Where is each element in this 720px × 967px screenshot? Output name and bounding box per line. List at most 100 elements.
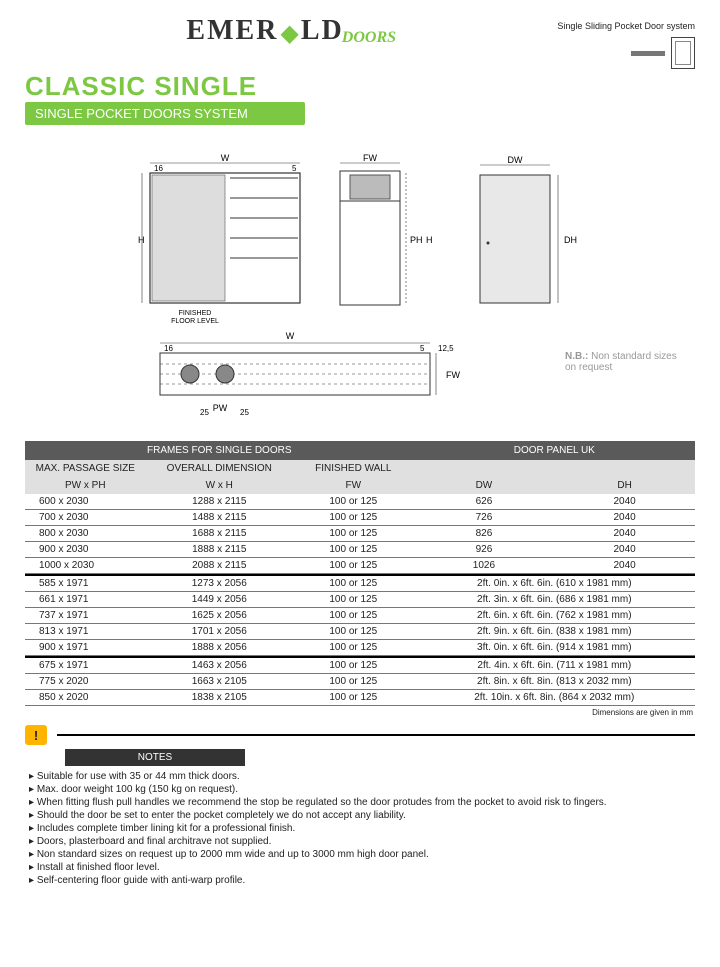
table-cell: 661 x 1971 [25,592,146,608]
table-cell: 100 or 125 [293,657,414,674]
table-cell: 2040 [554,558,695,574]
table-cell: 737 x 1971 [25,608,146,624]
table-cell: 2ft. 10in. x 6ft. 8in. (864 x 2032 mm) [414,690,695,706]
table-row: 585 x 19711273 x 2056100 or 1252ft. 0in.… [25,575,695,592]
table-h3-c3: FW [293,477,414,494]
table-row: 600 x 20301288 x 2115100 or 1256262040 [25,494,695,510]
svg-text:DW: DW [508,155,523,165]
note-item: Suitable for use with 35 or 44 mm thick … [29,770,695,783]
table-cell: 1688 x 2115 [146,526,293,542]
svg-text:FW: FW [446,370,460,380]
table-cell: 2040 [554,542,695,558]
table-cell: 1463 x 2056 [146,657,293,674]
table-cell: 775 x 2020 [25,674,146,690]
note-item: When fitting flush pull handles we recom… [29,796,695,809]
svg-text:5: 5 [292,164,297,173]
table-cell: 100 or 125 [293,608,414,624]
table-row: 850 x 20201838 x 2105100 or 1252ft. 10in… [25,690,695,706]
table-hdr-door: DOOR PANEL UK [414,441,695,460]
brand-diamond-icon: ◆ [280,19,298,48]
table-cell: 100 or 125 [293,624,414,640]
svg-text:H: H [138,235,145,245]
table-row: 800 x 20301688 x 2115100 or 1258262040 [25,526,695,542]
table-row: 661 x 19711449 x 2056100 or 1252ft. 3in.… [25,592,695,608]
top-right-caption: Single Sliding Pocket Door system [557,21,695,31]
table-row: 675 x 19711463 x 2056100 or 1252ft. 4in.… [25,657,695,674]
table-cell: 675 x 1971 [25,657,146,674]
table-cell: 2ft. 4in. x 6ft. 6in. (711 x 1981 mm) [414,657,695,674]
svg-text:FINISHED: FINISHED [179,310,212,317]
brand-logo: EMER ◆ LD DOORS [186,15,396,47]
table-row: 737 x 19711625 x 2056100 or 1252ft. 6in.… [25,608,695,624]
table-cell: 2ft. 6in. x 6ft. 6in. (762 x 1981 mm) [414,608,695,624]
table-h2-c4 [414,460,555,477]
alert-icon: ! [25,725,47,745]
table-cell: 2040 [554,526,695,542]
table-cell: 1000 x 2030 [25,558,146,574]
table-cell: 3ft. 0in. x 6ft. 6in. (914 x 1981 mm) [414,640,695,656]
page-subtitle: SINGLE POCKET DOORS SYSTEM [25,102,305,125]
notes-list: Suitable for use with 35 or 44 mm thick … [25,770,695,887]
note-item: Max. door weight 100 kg (150 kg on reque… [29,783,695,796]
table-cell: 600 x 2030 [25,494,146,510]
brand-part1: EMER [186,15,278,47]
table-row: 900 x 19711888 x 2056100 or 1253ft. 0in.… [25,640,695,656]
track-icon [631,51,665,56]
table-cell: 626 [414,494,555,510]
table-h3-c1: PW x PH [25,477,146,494]
specification-table: FRAMES FOR SINGLE DOORS DOOR PANEL UK MA… [25,441,695,706]
note-item: Includes complete timber lining kit for … [29,822,695,835]
table-cell: 100 or 125 [293,542,414,558]
table-row: 775 x 20201663 x 2105100 or 1252ft. 8in.… [25,674,695,690]
svg-text:DH: DH [564,235,577,245]
alert-rule [57,734,695,736]
brand-sub: DOORS [342,29,396,47]
table-cell: 1663 x 2105 [146,674,293,690]
svg-text:FW: FW [363,153,377,163]
table-h2-c5 [554,460,695,477]
table-cell: 1888 x 2056 [146,640,293,656]
table-cell: 900 x 2030 [25,542,146,558]
table-cell: 700 x 2030 [25,510,146,526]
table-cell: 1888 x 2115 [146,542,293,558]
table-row: 700 x 20301488 x 2115100 or 1257262040 [25,510,695,526]
svg-text:PH: PH [410,235,423,245]
table-cell: 850 x 2020 [25,690,146,706]
note-item: Non standard sizes on request up to 2000… [29,848,695,861]
note-item: Doors, plasterboard and final architrave… [29,835,695,848]
svg-text:25: 25 [240,408,249,417]
dimension-footnote: Dimensions are given in mm [25,708,693,717]
technical-diagram: W 16 5 H FINISHED FLOOR LEVEL FW PH H [25,133,695,433]
svg-text:W: W [221,153,230,163]
svg-text:W: W [286,331,295,341]
table-cell: 2040 [554,510,695,526]
svg-text:H: H [426,235,433,245]
table-cell: 100 or 125 [293,674,414,690]
table-cell: 926 [414,542,555,558]
table-cell: 800 x 2030 [25,526,146,542]
svg-text:12,5: 12,5 [438,344,454,353]
page-title: CLASSIC SINGLE [25,71,695,102]
svg-text:FLOOR LEVEL: FLOOR LEVEL [171,318,219,325]
svg-text:5: 5 [420,344,425,353]
table-cell: 100 or 125 [293,640,414,656]
table-cell: 100 or 125 [293,690,414,706]
table-cell: 1273 x 2056 [146,575,293,592]
product-mini-icons [557,37,695,69]
nb-label: N.B.: [565,351,588,362]
brand-part2: LD [301,15,344,47]
table-row: 900 x 20301888 x 2115100 or 1259262040 [25,542,695,558]
table-cell: 813 x 1971 [25,624,146,640]
svg-text:16: 16 [164,344,173,353]
table-cell: 2ft. 3in. x 6ft. 6in. (686 x 1981 mm) [414,592,695,608]
table-h3-c4: DW [414,477,555,494]
table-cell: 1838 x 2105 [146,690,293,706]
door-icon [671,37,695,69]
table-hdr-frames: FRAMES FOR SINGLE DOORS [25,441,414,460]
table-cell: 585 x 1971 [25,575,146,592]
table-cell: 1488 x 2115 [146,510,293,526]
table-cell: 100 or 125 [293,558,414,574]
table-cell: 1288 x 2115 [146,494,293,510]
table-cell: 100 or 125 [293,592,414,608]
table-cell: 2088 x 2115 [146,558,293,574]
